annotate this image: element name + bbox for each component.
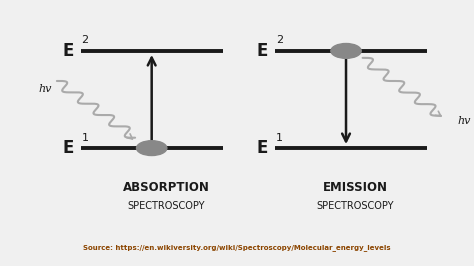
Text: 2: 2 — [276, 35, 283, 45]
Circle shape — [137, 141, 167, 156]
Text: 1: 1 — [82, 133, 89, 143]
Text: E: E — [62, 139, 73, 157]
Text: E: E — [256, 139, 268, 157]
Text: 1: 1 — [276, 133, 283, 143]
Text: E: E — [256, 42, 268, 60]
Text: E: E — [62, 42, 73, 60]
Text: SPECTROSCOPY: SPECTROSCOPY — [317, 201, 394, 211]
Text: Source: https://en.wikiversity.org/wiki/Spectroscopy/Molecular_energy_levels: Source: https://en.wikiversity.org/wiki/… — [83, 244, 391, 251]
Text: ABSORPTION: ABSORPTION — [122, 181, 210, 194]
Text: SPECTROSCOPY: SPECTROSCOPY — [127, 201, 205, 211]
Text: hv: hv — [458, 117, 471, 127]
Text: hv: hv — [38, 84, 52, 94]
Text: 2: 2 — [82, 35, 89, 45]
Text: EMISSION: EMISSION — [323, 181, 388, 194]
Circle shape — [331, 44, 361, 58]
